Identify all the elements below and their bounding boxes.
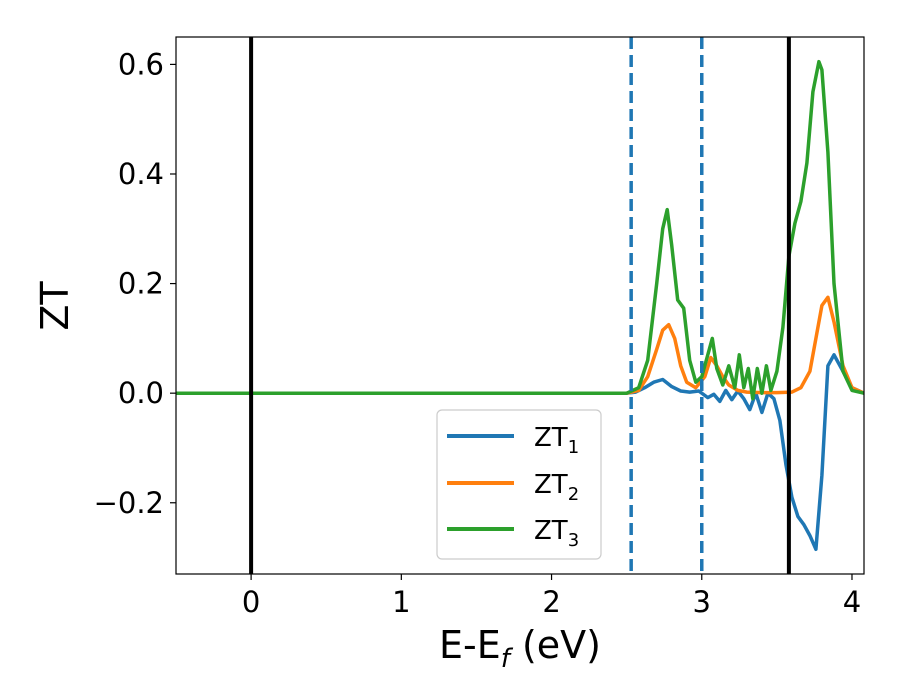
y-tick-label: 0.6	[118, 47, 164, 81]
x-axis-label-unit: (eV)	[510, 623, 601, 667]
y-axis-label: ZT	[33, 281, 77, 331]
y-tick-label: 0.2	[118, 267, 164, 301]
legend-label-zt2: ZT2	[534, 470, 579, 505]
y-tick-label: 0.0	[118, 376, 164, 410]
legend: ZT1 ZT2 ZT3	[436, 409, 602, 560]
series-line-zt1	[176, 353, 864, 552]
x-axis-label: E-Ef (eV)	[439, 623, 601, 674]
x-axis-ticks: 0 1 2 3 4	[242, 574, 861, 619]
x-tick-label: 4	[843, 585, 861, 619]
legend-label-zt3: ZT3	[534, 516, 579, 551]
y-axis-ticks: −0.2 0.0 0.2 0.4 0.6	[94, 47, 176, 520]
y-tick-label: 0.4	[118, 157, 164, 191]
legend-label-zt1: ZT1	[534, 423, 579, 458]
x-tick-label: 3	[693, 585, 711, 619]
y-tick-label: −0.2	[94, 486, 164, 520]
plot-frame	[175, 36, 865, 575]
x-tick-label: 0	[242, 585, 260, 619]
legend-frame	[436, 409, 602, 560]
x-axis-label-main: E-E	[439, 623, 501, 667]
x-tick-label: 2	[542, 585, 560, 619]
x-tick-label: 1	[392, 585, 410, 619]
plot-area	[175, 36, 865, 575]
series-line-zt3	[176, 59, 864, 401]
